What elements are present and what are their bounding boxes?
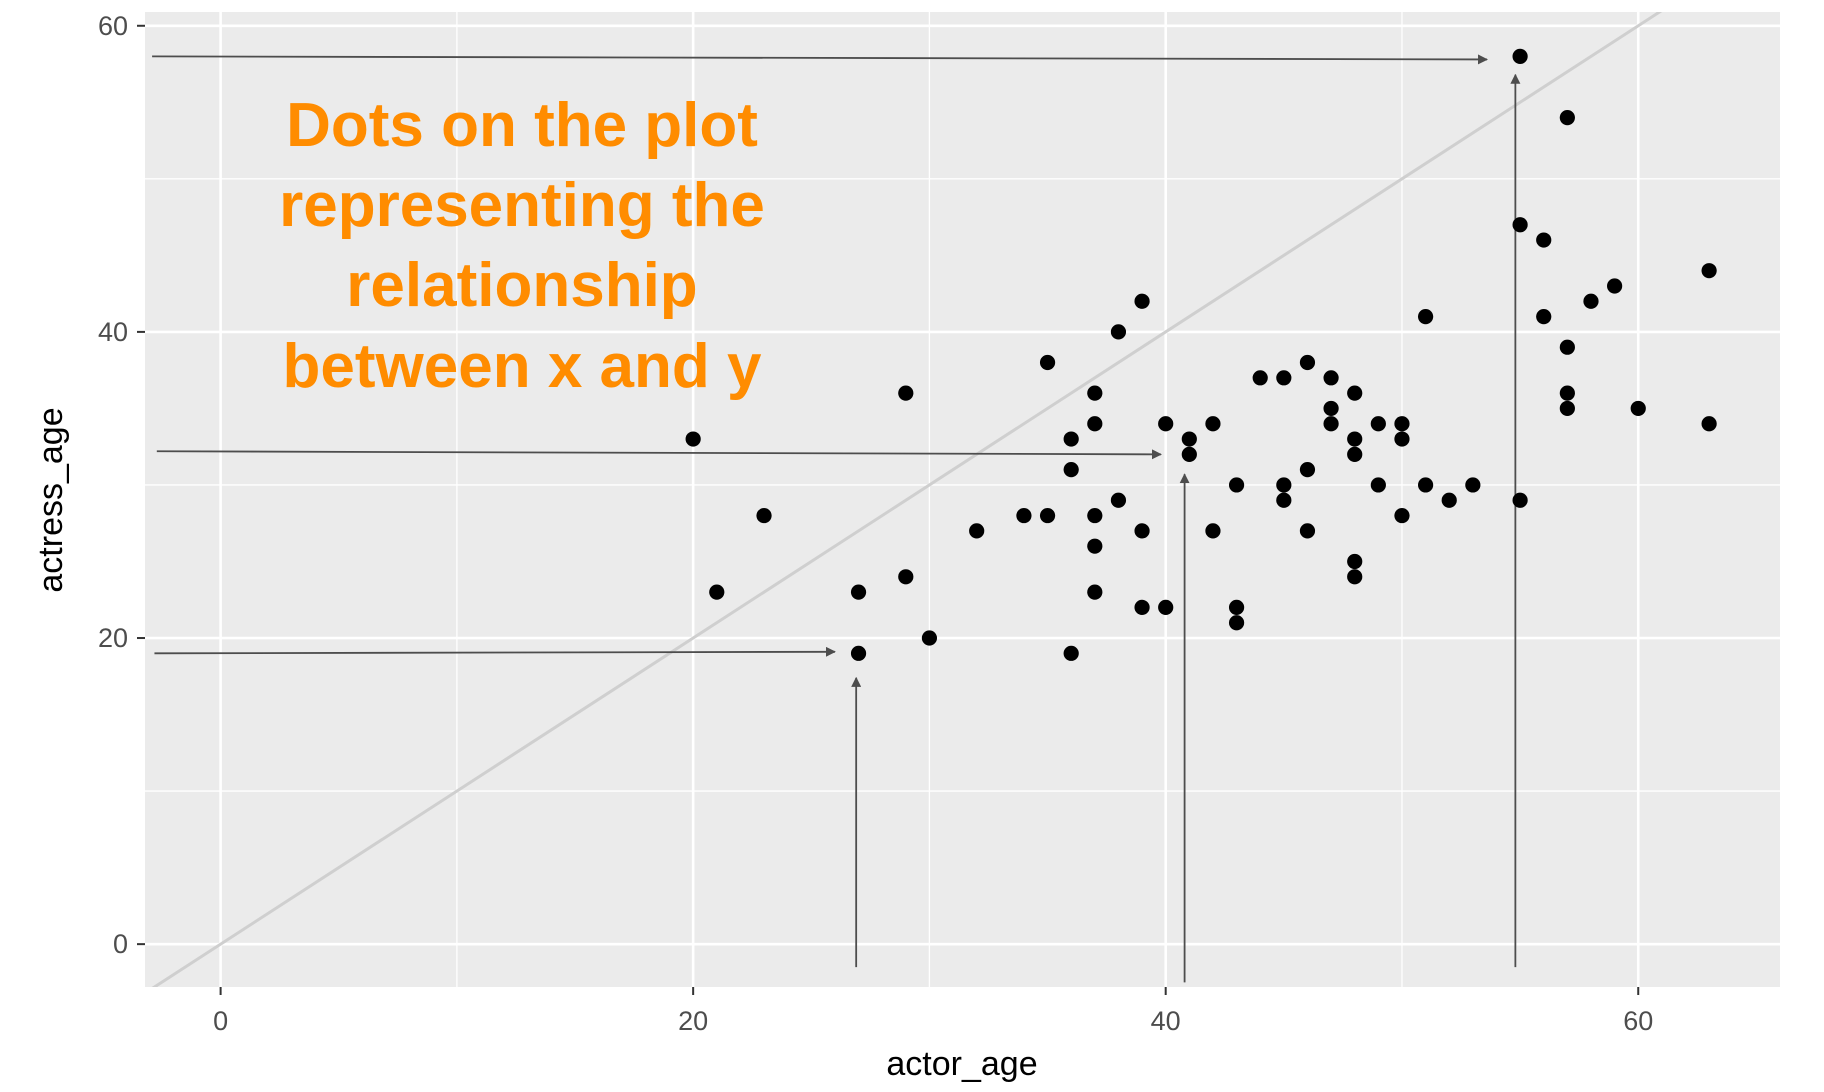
data-point	[1347, 431, 1363, 447]
data-point	[1559, 400, 1575, 417]
data-point	[1465, 477, 1481, 493]
axes: 0 20 40 60 0 20 40 60	[98, 11, 1653, 1036]
arrow-horizontal-top	[152, 54, 1489, 65]
data-point	[850, 645, 867, 661]
data-point	[1158, 416, 1174, 432]
arrow-horizontal-middle	[156, 449, 1162, 460]
data-point	[1134, 293, 1150, 309]
data-point	[1323, 416, 1339, 432]
data-point	[1299, 462, 1316, 478]
data-point	[1512, 48, 1528, 64]
x-tick-label: 40	[1151, 1006, 1181, 1036]
data-point	[1087, 385, 1103, 401]
data-point	[1205, 416, 1221, 432]
data-point	[1512, 492, 1528, 508]
data-point	[921, 630, 938, 646]
data-point	[1087, 416, 1103, 432]
data-point	[898, 385, 914, 401]
data-point	[1417, 477, 1434, 493]
major-gridlines	[145, 12, 1780, 987]
data-point	[1087, 538, 1103, 554]
data-point	[1039, 507, 1056, 524]
data-point	[1559, 385, 1575, 401]
data-points	[685, 48, 1717, 661]
data-point	[1559, 110, 1575, 126]
reference-line-layer	[151, 12, 1663, 987]
data-point	[756, 507, 772, 524]
data-point	[1228, 599, 1245, 616]
data-point	[1536, 308, 1552, 325]
data-point	[1181, 431, 1197, 447]
data-point	[1512, 217, 1528, 233]
data-point	[1134, 523, 1150, 539]
y-tick-label: 60	[98, 11, 128, 41]
data-point	[1323, 370, 1339, 386]
data-point	[1370, 477, 1386, 493]
data-point	[709, 584, 725, 600]
data-point	[1323, 400, 1339, 417]
x-tick-label: 0	[213, 1006, 228, 1036]
data-point	[1394, 416, 1410, 432]
x-tick-label: 60	[1623, 1006, 1653, 1036]
y-tick-label: 0	[113, 929, 128, 959]
reference-line	[151, 12, 1663, 987]
arrow-horizontal-bottom	[154, 646, 836, 657]
data-point	[1347, 553, 1363, 570]
data-point	[1228, 477, 1245, 493]
data-point	[1016, 507, 1032, 524]
data-point	[1370, 416, 1386, 432]
data-point	[1087, 507, 1103, 524]
data-point	[1536, 232, 1552, 248]
data-point	[1583, 293, 1599, 309]
data-point	[1299, 523, 1316, 539]
data-point	[1607, 278, 1623, 294]
data-point	[685, 431, 701, 447]
data-point	[1205, 523, 1221, 539]
data-point	[1134, 599, 1150, 616]
data-point	[1394, 507, 1410, 524]
data-point	[1417, 308, 1434, 325]
data-point	[1559, 339, 1575, 355]
data-point	[1063, 462, 1079, 478]
data-point	[1228, 615, 1245, 631]
x-axis-title: actor_age	[886, 1045, 1037, 1083]
data-point	[1347, 569, 1363, 585]
data-point	[1394, 431, 1410, 447]
y-tick-label: 40	[98, 317, 128, 347]
data-point	[969, 523, 985, 539]
data-point	[1063, 645, 1079, 661]
data-point	[1441, 492, 1457, 508]
data-point	[1347, 385, 1363, 401]
data-point	[1347, 446, 1363, 462]
data-point	[1039, 354, 1056, 371]
y-axis-title: actress_age	[32, 407, 70, 592]
data-point	[1063, 431, 1079, 447]
data-point	[1276, 492, 1292, 508]
plot-panel	[145, 12, 1780, 987]
data-point	[1252, 370, 1268, 386]
minor-gridlines	[145, 12, 1780, 987]
x-tick-label: 20	[678, 1006, 708, 1036]
annotation-line-4: between x and y	[283, 332, 762, 401]
data-point	[1276, 477, 1292, 493]
data-point	[850, 584, 867, 600]
data-point	[1299, 354, 1316, 371]
data-point	[1181, 446, 1197, 462]
data-point	[1110, 492, 1127, 508]
data-point	[1630, 400, 1646, 417]
data-point	[1158, 599, 1174, 616]
data-point	[1701, 416, 1717, 432]
data-point	[1110, 324, 1127, 340]
annotation-line-3: relationship	[346, 251, 697, 320]
data-point	[1087, 584, 1103, 600]
data-point	[1276, 370, 1292, 386]
y-tick-label: 20	[98, 623, 128, 653]
annotation-line-2: representing the	[279, 171, 765, 240]
data-point	[1701, 263, 1717, 279]
data-point	[898, 569, 914, 585]
annotation-line-1: Dots on the plot	[286, 91, 758, 160]
